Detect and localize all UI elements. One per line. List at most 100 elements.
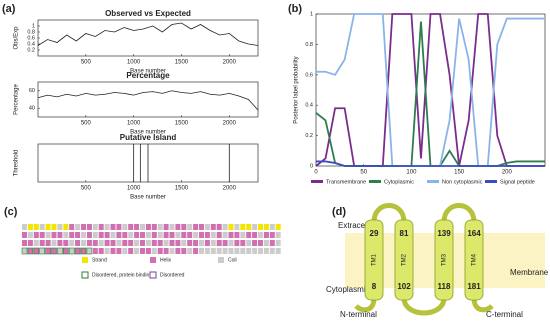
residue-cell bbox=[240, 224, 246, 230]
residue-cell bbox=[122, 232, 128, 238]
residue-cell bbox=[240, 248, 246, 254]
residue-cell bbox=[169, 248, 175, 254]
legend-swatch bbox=[369, 180, 381, 183]
legend-swatch bbox=[149, 271, 157, 279]
y-axis-label: Threshold bbox=[14, 150, 20, 177]
helix-start: 164 bbox=[467, 229, 481, 238]
residue-cell bbox=[140, 232, 145, 238]
residue-cell bbox=[128, 232, 134, 238]
residue-cell bbox=[145, 248, 151, 254]
residue-cell bbox=[86, 247, 93, 255]
residue-cell bbox=[116, 240, 122, 246]
x-axis-label: Base number bbox=[130, 195, 166, 201]
legend-label: Helix bbox=[160, 257, 172, 263]
residue-cell bbox=[63, 224, 69, 230]
residue-cell bbox=[140, 248, 145, 254]
residue-cell bbox=[81, 224, 86, 230]
chart-title: Observed vs Expected bbox=[105, 9, 191, 18]
residue-cell bbox=[33, 224, 39, 230]
residue-cell bbox=[145, 232, 151, 238]
residue-cell bbox=[222, 224, 228, 230]
residue-cell bbox=[140, 240, 145, 246]
terminus-label: C-terminal bbox=[486, 310, 523, 319]
residue-cell bbox=[181, 248, 187, 254]
residue-cell bbox=[39, 224, 45, 230]
residue-cell bbox=[57, 224, 63, 230]
residue-cell bbox=[145, 240, 151, 246]
x-tick-label: 500 bbox=[81, 60, 92, 66]
residue-cell bbox=[22, 232, 27, 238]
residue-cell bbox=[151, 248, 157, 254]
helix-name: TM3 bbox=[442, 253, 448, 266]
helix-start: 29 bbox=[370, 229, 379, 238]
residue-cell bbox=[263, 240, 269, 246]
residue-cell bbox=[275, 240, 281, 246]
x-tick-label: 100 bbox=[406, 170, 417, 176]
residue-cell bbox=[187, 240, 193, 246]
x-tick-label: 1000 bbox=[127, 60, 141, 66]
x-tick-label: 2000 bbox=[223, 186, 237, 192]
residue-cell bbox=[134, 232, 140, 238]
data-line bbox=[37, 90, 259, 111]
residue-cell bbox=[163, 240, 169, 246]
helix-name: TM4 bbox=[472, 253, 478, 266]
residue-cell bbox=[27, 232, 33, 238]
residue-cell bbox=[51, 240, 57, 246]
residue-cell bbox=[45, 247, 51, 255]
residue-cell bbox=[27, 247, 34, 255]
residue-cell bbox=[240, 232, 246, 238]
residue-cell bbox=[98, 240, 104, 246]
residue-cell bbox=[181, 240, 187, 246]
residue-cell bbox=[62, 247, 69, 255]
legend-label: Coil bbox=[228, 257, 237, 263]
residue-cell bbox=[92, 240, 98, 246]
region-label: Membrane bbox=[510, 268, 549, 277]
residue-cell bbox=[134, 224, 140, 230]
residue-cell bbox=[204, 248, 210, 254]
panel-label: (a) bbox=[2, 3, 16, 15]
chart-title: Percentage bbox=[126, 71, 170, 80]
y-tick-label: 0.8 bbox=[305, 42, 313, 48]
residue-cell bbox=[269, 232, 275, 238]
x-tick-label: 200 bbox=[502, 170, 513, 176]
region-label: Cytoplasmic bbox=[326, 285, 370, 294]
residue-cell bbox=[45, 224, 51, 230]
residue-cell bbox=[92, 248, 98, 254]
residue-cell bbox=[22, 240, 27, 246]
residue-cell bbox=[92, 224, 98, 230]
y-tick-label: 0.8 bbox=[27, 29, 35, 35]
y-axis-label: Obs/Exp bbox=[14, 26, 20, 50]
residue-cell bbox=[240, 240, 246, 246]
y-tick-label: 40 bbox=[29, 106, 35, 112]
residue-cell bbox=[187, 232, 193, 238]
residue-cell bbox=[199, 248, 204, 254]
residue-cell bbox=[122, 224, 128, 230]
legend-swatch bbox=[218, 257, 224, 263]
legend-label: Non cytoplasmic bbox=[442, 179, 483, 185]
residue-cell bbox=[275, 248, 281, 254]
residue-cell bbox=[246, 240, 252, 246]
residue-cell bbox=[128, 224, 134, 230]
residue-cell bbox=[75, 224, 81, 230]
legend-swatch bbox=[81, 271, 89, 279]
residue-cell bbox=[193, 240, 199, 246]
data-line bbox=[37, 22, 259, 46]
residue-cell bbox=[193, 248, 199, 254]
residue-cell bbox=[228, 248, 234, 254]
residue-cell bbox=[116, 232, 122, 238]
residue-cell bbox=[269, 224, 275, 230]
residue-cell bbox=[27, 224, 33, 230]
residue-cell bbox=[216, 240, 222, 246]
helix-name: TM1 bbox=[372, 253, 378, 266]
plot-frame bbox=[37, 81, 259, 118]
residue-cell bbox=[69, 240, 75, 246]
residue-cell bbox=[222, 232, 228, 238]
residue-cell bbox=[175, 240, 181, 246]
residue-cell bbox=[275, 232, 281, 238]
helix bbox=[464, 219, 484, 301]
residue-cell bbox=[246, 232, 252, 238]
residue-cell bbox=[204, 240, 210, 246]
residue-cell bbox=[263, 232, 269, 238]
residue-cell bbox=[110, 232, 116, 238]
